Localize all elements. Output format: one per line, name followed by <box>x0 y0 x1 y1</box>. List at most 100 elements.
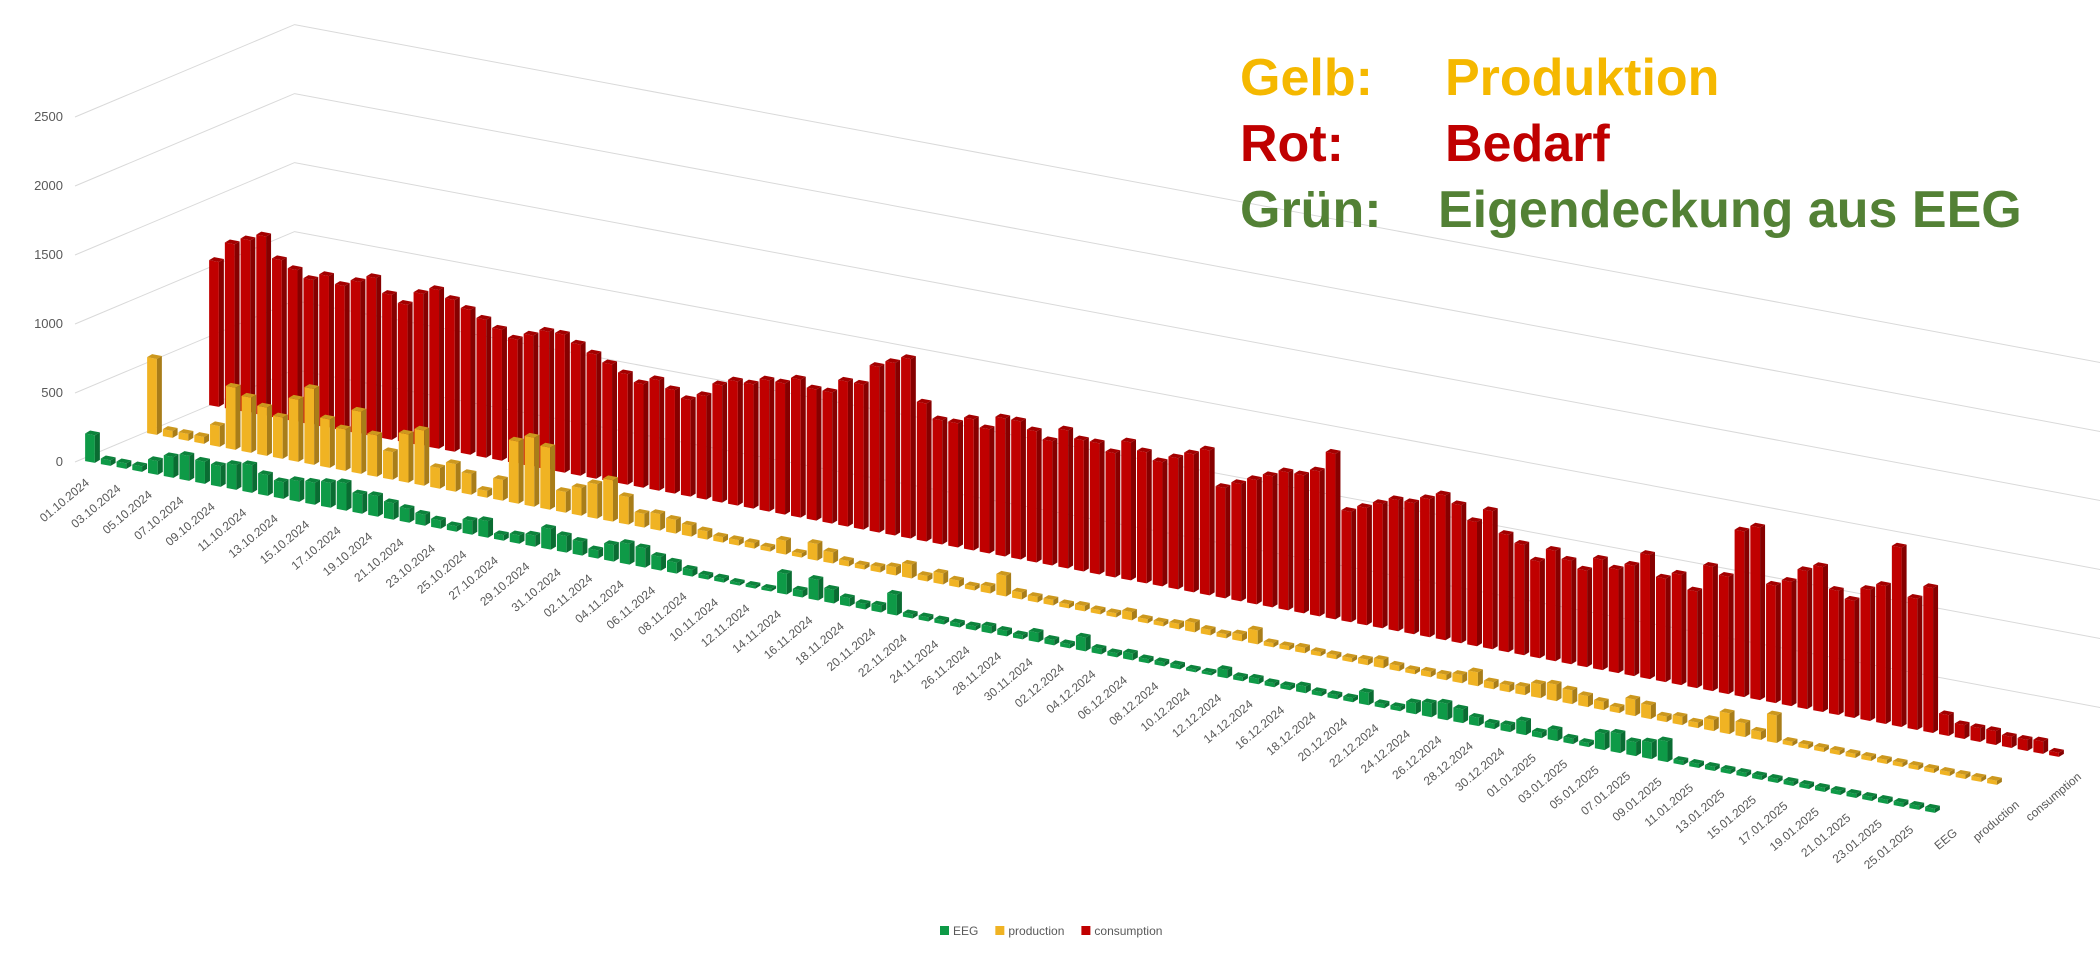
bar <box>1154 657 1170 667</box>
bar-front <box>1138 657 1149 664</box>
bar-side <box>1556 681 1562 702</box>
bar-front <box>1514 542 1525 656</box>
bar-side <box>517 336 523 464</box>
bar-side <box>533 332 539 467</box>
bar-front <box>1405 668 1415 675</box>
bar-front <box>272 258 282 419</box>
bar-top <box>1341 507 1357 512</box>
bar <box>1232 629 1248 642</box>
bar-side <box>1352 695 1358 703</box>
bar <box>398 429 414 483</box>
bar-side <box>1147 616 1153 624</box>
y-tick-label: 2500 <box>34 109 63 124</box>
bar <box>492 324 507 461</box>
bar-side <box>1775 582 1781 704</box>
bar-side <box>126 460 132 469</box>
bar-top <box>1137 614 1153 620</box>
bar-side <box>472 517 478 535</box>
bar <box>368 491 383 517</box>
bar <box>1469 713 1484 727</box>
bar-side <box>1791 578 1797 707</box>
bar-top <box>2001 732 2017 737</box>
bar-top <box>413 289 429 295</box>
bar-side <box>644 510 650 528</box>
bar-front <box>1217 668 1228 679</box>
bar-side <box>1760 728 1766 741</box>
bar-front <box>1924 766 1934 773</box>
bar-side <box>1178 455 1184 590</box>
bar-top <box>178 429 194 435</box>
bar-side <box>1211 669 1217 676</box>
bar <box>1579 738 1594 748</box>
bar-top <box>352 489 368 495</box>
bar <box>1358 654 1373 666</box>
bar-side <box>1256 477 1262 605</box>
bar-front <box>1216 632 1227 639</box>
annotation-text: Produktion <box>1445 49 1719 107</box>
bar-front <box>1105 451 1116 578</box>
bar-front <box>1734 529 1745 698</box>
bar-front <box>351 409 362 474</box>
bar-front <box>587 482 598 519</box>
bar-top <box>1877 754 1892 760</box>
bar <box>1373 655 1389 669</box>
bar-top <box>242 460 258 466</box>
bar-side <box>1273 640 1279 648</box>
bar-side <box>204 458 210 484</box>
bar-top <box>807 539 823 545</box>
bar-front <box>1642 740 1652 760</box>
bar-side <box>1054 636 1060 646</box>
bar <box>1247 475 1262 605</box>
bar-front <box>1861 755 1872 761</box>
bar-side <box>1492 508 1498 650</box>
bar-top <box>1374 699 1390 705</box>
bar <box>1420 666 1436 678</box>
bar-top <box>1373 655 1389 660</box>
bar <box>665 385 680 494</box>
bar <box>540 442 556 510</box>
bar-side <box>393 500 399 520</box>
bar-front <box>1798 743 1809 750</box>
bar-side <box>786 570 792 595</box>
bar-front <box>1641 703 1651 720</box>
bar-front <box>1170 663 1181 670</box>
bar-side <box>1995 728 2001 745</box>
bar <box>1264 678 1280 688</box>
bar-top <box>1703 562 1718 567</box>
bar <box>1168 453 1184 590</box>
bar-top <box>1845 749 1861 754</box>
bar-top <box>1893 797 1909 803</box>
bar <box>1689 759 1704 769</box>
bar-side <box>1635 696 1641 717</box>
bar-side <box>1854 597 1860 719</box>
bar-top <box>1954 720 1970 726</box>
bar-side <box>486 316 492 458</box>
bar-front <box>1074 604 1085 612</box>
bar-side <box>879 363 885 533</box>
bar-front <box>1671 572 1682 686</box>
bar-side <box>250 237 256 413</box>
bar-side <box>1917 595 1923 731</box>
bar-side <box>942 417 948 545</box>
bar-front <box>462 519 473 535</box>
bar-front <box>918 615 929 622</box>
bar <box>525 530 541 547</box>
bar-top <box>445 295 460 300</box>
bar <box>839 593 855 607</box>
bar-front <box>650 512 661 531</box>
bar <box>948 418 964 548</box>
bar-front <box>1341 510 1352 623</box>
bar-side <box>1179 620 1185 630</box>
bar-top <box>901 354 916 360</box>
bar-front <box>1610 731 1621 754</box>
bar <box>1830 785 1846 795</box>
bar-side <box>188 431 194 441</box>
bar-front <box>649 378 660 491</box>
bar-top <box>1389 660 1405 666</box>
bar-top <box>1782 737 1798 742</box>
bar-top <box>932 415 948 421</box>
bar-side <box>690 397 696 497</box>
bar-top <box>1593 697 1609 702</box>
bar-front <box>744 541 755 549</box>
bar <box>1342 653 1358 663</box>
